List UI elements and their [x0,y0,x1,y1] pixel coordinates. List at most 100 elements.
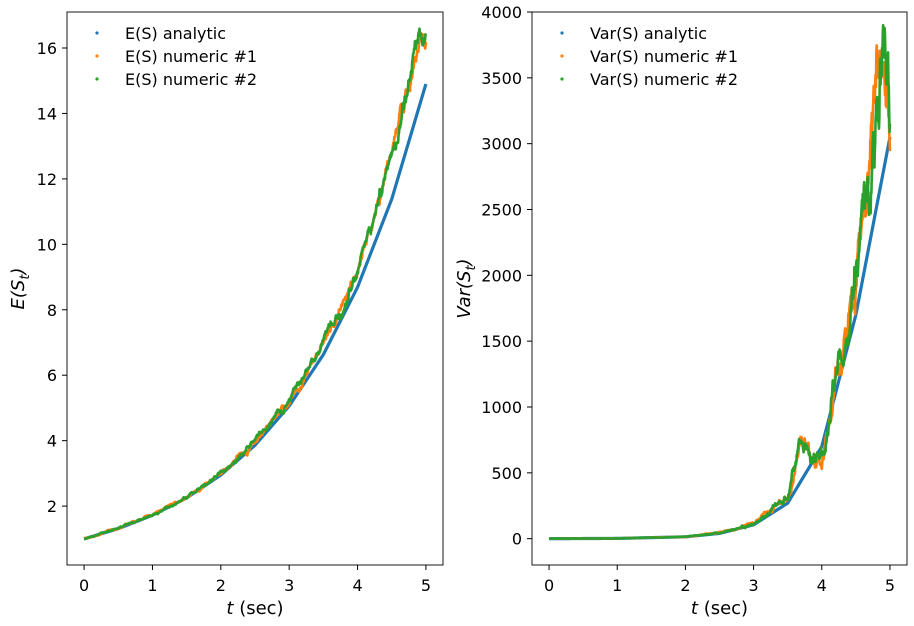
y-tick-label: 4000 [481,3,522,22]
y-axis-label-main: Var(S [454,271,475,319]
x-tick-text: 2 [216,576,226,595]
plot-area [547,23,892,541]
y-tick-label: 8 [47,301,57,320]
y-tick-label: 12 [37,170,57,189]
legend-label-3: E(S) numeric #2 [125,70,257,89]
legend: Var(S) analytic Var(S) numeric #1 Var(S) n… [560,24,738,89]
y-tick-text: 4 [47,432,57,451]
y-axis-label: Var(St) [454,258,479,318]
y-tick-text: 1000 [481,398,522,417]
y-tick-text: 0 [512,530,522,549]
x-axis-label-var: t [226,598,234,619]
y-tick-label: 2000 [481,266,522,285]
y-axis-label-sub: t [18,274,33,280]
x-tick-label: 5 [421,576,431,595]
y-axis-label-close: ) [8,268,29,277]
x-tick-label: 3 [748,576,758,595]
x-tick-label: 1 [147,576,157,595]
y-tick-text: 3000 [481,135,522,154]
x-tick-label: 3 [284,576,294,595]
x-tick-label: 0 [544,576,554,595]
x-axis-label: t (sec) [691,598,748,619]
y-tick-text: 12 [37,170,57,189]
series-1-line [82,83,428,541]
y-tick-label: 500 [491,464,522,483]
y-axis: 2 4 6 8 10 12 14 16 [37,39,67,516]
legend-label-1: Var(S) analytic [590,24,707,43]
x-tick-label: 4 [352,576,362,595]
y-tick-label: 3500 [481,69,522,88]
legend-label-3: Var(S) numeric #2 [590,70,738,89]
y-tick-text: 1500 [481,332,522,351]
x-tick-label: 1 [612,576,622,595]
y-tick-label: 6 [47,366,57,385]
y-tick-label: 0 [512,530,522,549]
y-tick-text: 10 [37,235,57,254]
series-2-line [548,44,892,540]
legend-marker-1 [95,31,99,35]
y-tick-text: 2000 [481,266,522,285]
legend-label-2: E(S) numeric #1 [125,47,257,66]
legend-marker-2 [560,54,564,58]
y-tick-text: 14 [37,104,57,123]
y-tick-label: 1000 [481,398,522,417]
legend-marker-2 [95,54,99,58]
x-axis: 0 1 2 3 4 5 [544,565,895,595]
plot-area [82,27,428,541]
legend: E(S) analytic E(S) numeric #1 E(S) numeric… [95,24,257,89]
x-axis-label-unit: (sec) [233,598,283,619]
x-axis: 0 1 2 3 4 5 [79,565,431,595]
series-3-line [83,27,428,541]
x-tick-text: 1 [612,576,622,595]
y-axis-label: E(St) [8,268,33,310]
x-tick-text: 3 [284,576,294,595]
legend-marker-3 [560,77,564,81]
y-tick-text: 3500 [481,69,522,88]
y-tick-text: 2 [47,497,57,516]
x-tick-text: 0 [544,576,554,595]
y-axis: 0 500 1000 1500 2000 2500 3000 3500 4000 [481,3,532,549]
x-tick-text: 4 [817,576,827,595]
y-tick-label: 14 [37,104,57,123]
series-1-line [547,136,892,541]
y-tick-label: 1500 [481,332,522,351]
y-tick-text: 2500 [481,201,522,220]
y-tick-label: 2500 [481,201,522,220]
x-tick-label: 2 [216,576,226,595]
x-tick-label: 2 [680,576,690,595]
y-axis-label-close: ) [454,258,475,267]
x-tick-label: 5 [885,576,895,595]
plot-frame [66,11,444,566]
y-tick-label: 16 [37,39,57,58]
x-axis-label-var: t [691,598,699,619]
x-tick-text: 3 [748,576,758,595]
y-tick-label: 3000 [481,135,522,154]
y-tick-text: 16 [37,39,57,58]
x-tick-label: 4 [817,576,827,595]
x-axis-label-unit: (sec) [698,598,748,619]
series-3-line [548,23,892,540]
legend-label-1: E(S) analytic [125,24,226,43]
y-tick-text: 4000 [481,3,522,22]
x-tick-text: 5 [421,576,431,595]
y-tick-text: 6 [47,366,57,385]
y-axis-label-sub: t [464,265,479,271]
x-tick-label: 0 [79,576,89,595]
legend-label-2: Var(S) numeric #1 [590,47,738,66]
x-tick-text: 0 [79,576,89,595]
x-tick-text: 2 [680,576,690,595]
y-axis-label-main: E(S [8,280,29,310]
x-tick-text: 5 [885,576,895,595]
x-axis-label: t (sec) [226,598,283,619]
y-tick-label: 2 [47,497,57,516]
y-tick-label: 4 [47,432,57,451]
x-tick-text: 4 [352,576,362,595]
legend-marker-3 [95,77,99,81]
y-tick-label: 10 [37,235,57,254]
legend-marker-1 [560,31,564,35]
series-2-line [83,32,428,540]
x-tick-text: 1 [147,576,157,595]
y-tick-text: 8 [47,301,57,320]
